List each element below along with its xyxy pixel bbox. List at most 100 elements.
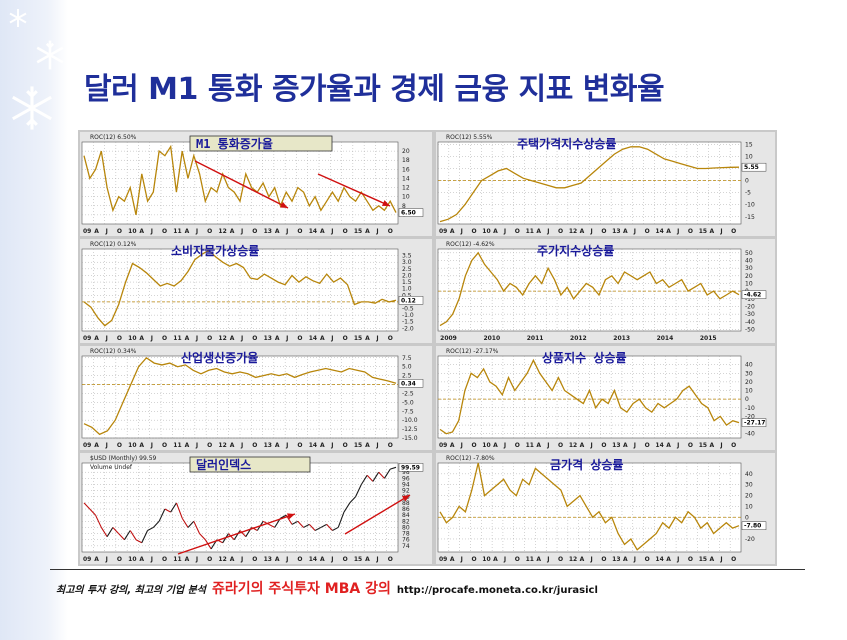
snowflake-icon bbox=[9, 9, 27, 27]
x-tick-label: O bbox=[731, 442, 736, 449]
x-tick-label: O bbox=[388, 335, 393, 342]
y-tick-label: 3.5 bbox=[402, 253, 412, 260]
legend-label: ROC(12) -7.80% bbox=[446, 455, 495, 462]
dollar-bar bbox=[303, 523, 310, 528]
x-tick-label: O bbox=[731, 556, 736, 563]
x-tick-label: J bbox=[590, 556, 593, 563]
x-tick-label: O bbox=[117, 228, 122, 235]
x-tick-label: O bbox=[117, 335, 122, 342]
chart-title: 주택가격지수상승률 bbox=[517, 136, 616, 151]
x-tick-label: 10 bbox=[482, 442, 490, 449]
y-tick-label: 94 bbox=[402, 481, 410, 488]
chart-title: M1 통화증가율 bbox=[196, 136, 273, 151]
x-tick-label: A bbox=[710, 442, 715, 449]
x-tick-label: A bbox=[185, 442, 190, 449]
dollar-bar bbox=[390, 466, 397, 470]
x-tick-label: 11 bbox=[526, 442, 534, 449]
x-tick-label: 10 bbox=[128, 556, 136, 563]
y-tick-label: 0 bbox=[745, 396, 749, 403]
x-tick-label: A bbox=[230, 228, 235, 235]
y-tick-label: 20 bbox=[745, 379, 753, 386]
x-tick-label: J bbox=[719, 228, 722, 235]
x-tick-label: O bbox=[162, 442, 167, 449]
x-tick-label: O bbox=[515, 442, 520, 449]
x-tick-label: 2012 bbox=[570, 335, 587, 342]
x-tick-label: A bbox=[623, 228, 628, 235]
x-tick-label: O bbox=[645, 228, 650, 235]
dollar-bar bbox=[360, 474, 368, 485]
trend-arrow-head bbox=[280, 201, 288, 208]
dollar-bar bbox=[297, 520, 304, 528]
x-tick-label: A bbox=[94, 556, 99, 563]
chart-title: 금가격 상승률 bbox=[550, 457, 623, 472]
x-tick-label: J bbox=[285, 335, 288, 342]
series-line bbox=[83, 356, 397, 436]
y-tick-label: 10 bbox=[745, 280, 753, 287]
x-tick-label: J bbox=[105, 228, 108, 235]
x-tick-label: J bbox=[460, 556, 463, 563]
x-tick-label: O bbox=[297, 556, 302, 563]
last-value-label: -4.62 bbox=[744, 292, 761, 299]
x-tick-label: A bbox=[275, 228, 280, 235]
x-tick-label: A bbox=[365, 228, 370, 235]
last-value-box bbox=[741, 521, 767, 530]
x-tick-label: 11 bbox=[173, 442, 181, 449]
x-tick-label: O bbox=[688, 228, 693, 235]
x-tick-label: J bbox=[375, 335, 378, 342]
x-tick-label: O bbox=[117, 442, 122, 449]
chart-title-box bbox=[189, 135, 333, 152]
x-tick-label: O bbox=[688, 556, 693, 563]
x-tick-label: 13 bbox=[264, 442, 272, 449]
series-line bbox=[439, 146, 740, 223]
x-tick-label: A bbox=[623, 442, 628, 449]
y-tick-label: 80 bbox=[402, 524, 410, 531]
x-tick-label: J bbox=[719, 556, 722, 563]
x-tick-label: 11 bbox=[526, 556, 534, 563]
y-tick-label: -15.0 bbox=[402, 435, 418, 442]
y-tick-label: 18 bbox=[402, 157, 410, 164]
dollar-bar bbox=[89, 508, 96, 516]
y-tick-label: 10 bbox=[745, 503, 753, 510]
last-value-label: 0.34 bbox=[401, 380, 416, 387]
x-tick-label: J bbox=[240, 335, 243, 342]
x-tick-label: 10 bbox=[128, 228, 136, 235]
x-tick-label: A bbox=[580, 442, 585, 449]
x-tick-label: J bbox=[503, 556, 506, 563]
x-tick-label: A bbox=[94, 335, 99, 342]
x-tick-label: 12 bbox=[218, 335, 226, 342]
y-tick-label: 3.0 bbox=[402, 259, 412, 266]
x-tick-label: 10 bbox=[482, 556, 490, 563]
y-tick-label: -40 bbox=[745, 431, 755, 438]
y-tick-label: -12.5 bbox=[402, 426, 418, 433]
x-tick-label: O bbox=[558, 228, 563, 235]
dollar-bar bbox=[112, 527, 120, 534]
chart-cpi: 3.53.02.52.01.51.00.50.0-0.5-1.0-1.5-2.0… bbox=[80, 239, 432, 343]
dollar-bar bbox=[383, 468, 391, 479]
y-tick-label: 96 bbox=[402, 475, 410, 482]
trend-arrow bbox=[177, 513, 296, 555]
y-tick-label: 12 bbox=[402, 185, 410, 192]
x-tick-label: A bbox=[580, 228, 585, 235]
x-tick-label: 2010 bbox=[483, 335, 500, 342]
x-tick-label: J bbox=[285, 442, 288, 449]
x-tick-label: J bbox=[330, 556, 333, 563]
footer-url-link[interactable]: http://procafe.moneta.co.kr/jurasicl bbox=[396, 585, 598, 596]
x-tick-label: O bbox=[207, 228, 212, 235]
x-tick-label: 2009 bbox=[440, 335, 457, 342]
x-tick-label: J bbox=[633, 556, 636, 563]
x-tick-label: O bbox=[252, 335, 257, 342]
y-tick-label: 84 bbox=[402, 512, 410, 519]
y-tick-label: 5.0 bbox=[402, 364, 412, 371]
x-tick-label: 14 bbox=[655, 228, 663, 235]
dollar-bar bbox=[228, 533, 235, 541]
dollar-bar bbox=[378, 471, 385, 479]
x-tick-label: A bbox=[94, 442, 99, 449]
y-tick-label: -30 bbox=[745, 311, 755, 318]
x-tick-label: O bbox=[162, 556, 167, 563]
x-tick-label: J bbox=[330, 335, 333, 342]
x-tick-label: O bbox=[688, 442, 693, 449]
legend-label: ROC(12) 6.50% bbox=[90, 134, 137, 141]
x-tick-label: 09 bbox=[83, 556, 91, 563]
x-tick-label: O bbox=[297, 228, 302, 235]
page-title: 달러 M1 통화 증가율과 경제 금융 지표 변화율 bbox=[84, 72, 665, 107]
